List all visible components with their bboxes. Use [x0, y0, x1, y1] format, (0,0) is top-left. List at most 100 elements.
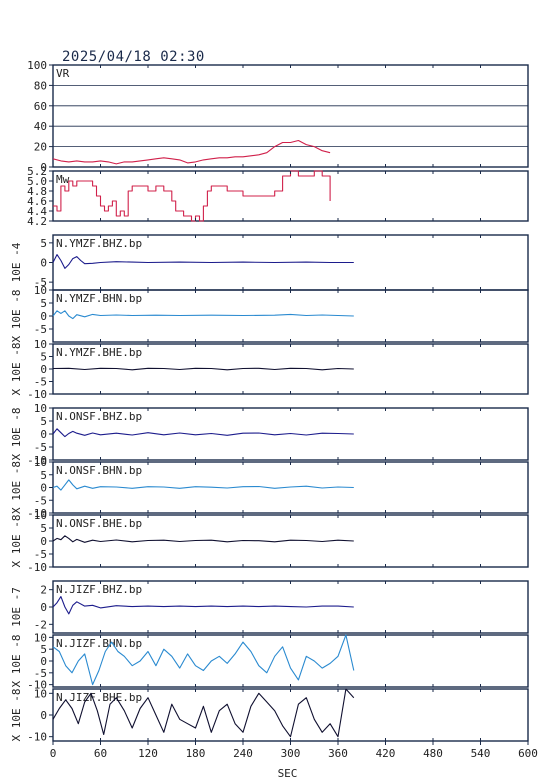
y-tick-label: 5.0 [27, 175, 47, 188]
y-tick-label: 0 [40, 161, 47, 174]
series-line-jizf-bhe [52, 688, 355, 738]
y-tick-label: 0 [40, 363, 47, 376]
panel-title: N.YMZF.BHE.bp [56, 346, 142, 359]
series-line-onsf-bhz [52, 428, 354, 438]
y-tick-label: 0 [40, 655, 47, 668]
panel-title: N.JIZF.BHN.bp [56, 637, 142, 650]
panel-vr: 0 20 40 60 80 100 VR [27, 59, 529, 174]
y-axis-label: X 10E -8 [10, 689, 23, 742]
y-tick-label: -10 [27, 679, 47, 692]
y-tick-label: 5 [40, 297, 47, 310]
figure-header: 2025/04/18 02:30 [62, 49, 205, 65]
panel-title: N.ONSF.BHE.bp [56, 517, 142, 530]
y-tick-label: -5 [34, 376, 47, 389]
y-tick-label: -10 [27, 388, 47, 401]
y-axis-label: 10E -4 [10, 242, 23, 282]
y-tick-label: 0 [40, 482, 47, 495]
y-tick-label: 5 [40, 415, 47, 428]
y-tick-label: -10 [27, 454, 47, 467]
y-tick-label: 5.2 [27, 165, 47, 178]
y-tick-label: 2 [40, 584, 47, 597]
y-tick-label: 10 [34, 456, 47, 469]
panel-title: N.YMZF.BHN.bp [56, 292, 142, 305]
x-axis-label: SEC [278, 767, 298, 780]
panel-title: N.ONSF.BHZ.bp [56, 410, 142, 423]
panel-jizf-bhe: -10 0 10 X 10E -8 N.JIZF.BHE.bp [10, 687, 529, 744]
y-tick-label: -5 [34, 323, 47, 336]
y-axis-label: 10E -7 [10, 587, 23, 627]
panel-title: Mw [56, 173, 70, 186]
series-line-ymzf-bhn [52, 310, 354, 320]
y-tick-label: -5 [34, 548, 47, 561]
y-tick-label: 5 [40, 643, 47, 656]
x-tick-label: 180 [186, 747, 206, 760]
y-tick-label: -5 [34, 276, 47, 289]
x-tick-label: 360 [328, 747, 348, 760]
y-tick-label: 5 [40, 469, 47, 482]
panel-title: N.JIZF.BHZ.bp [56, 583, 142, 596]
y-tick-label: 0 [40, 601, 47, 614]
series-line-vr [52, 139, 331, 165]
x-tick-label: 240 [233, 747, 253, 760]
series-line-onsf-bhe [52, 535, 354, 543]
y-tick-label: -10 [27, 731, 47, 744]
y-tick-label: 4.8 [27, 185, 47, 198]
y-tick-label: 5 [40, 237, 47, 250]
x-tick-label: 600 [518, 747, 538, 760]
series-line-mw [53, 170, 331, 222]
y-tick-label: 0 [40, 428, 47, 441]
x-tick-label: 0 [50, 747, 57, 760]
y-axis-label: X 10E -8 [10, 290, 23, 343]
y-tick-label: -2 [34, 618, 47, 631]
y-axis-label: X 10E -8 [10, 635, 23, 688]
y-tick-label: -5 [34, 494, 47, 507]
x-tick-label: 540 [471, 747, 491, 760]
panel-title: N.ONSF.BHN.bp [56, 464, 142, 477]
y-tick-label: -5 [34, 667, 47, 680]
y-tick-label: 4.4 [27, 205, 47, 218]
y-tick-label: 10 [34, 284, 47, 297]
series-line-ymzf-bhz [52, 254, 354, 269]
y-tick-label: 5 [40, 522, 47, 535]
y-tick-label: 10 [34, 402, 47, 415]
y-tick-label: 10 [34, 631, 47, 644]
y-tick-label: 0 [40, 257, 47, 270]
y-tick-label: 10 [34, 687, 47, 700]
x-tick-label: 480 [423, 747, 443, 760]
y-tick-label: 0 [40, 310, 47, 323]
y-tick-label: 80 [34, 79, 47, 92]
y-tick-label: 20 [34, 141, 47, 154]
panel-frame [52, 64, 529, 168]
y-tick-label: 0 [40, 535, 47, 548]
y-tick-label: 60 [34, 100, 47, 113]
y-axis-label: X 10E -8 [10, 515, 23, 568]
series-line-jizf-bhz [52, 596, 354, 615]
panel-ymzf-bhz: -5 0 5 10E -4 N.YMZF.BHZ.bp [10, 234, 529, 291]
series-line-ymzf-bhe [52, 367, 354, 371]
y-tick-label: -10 [27, 561, 47, 574]
y-axis-label: X 10E -8 [10, 408, 23, 461]
origin-datetime: 2025/04/18 02:30 [62, 49, 205, 65]
x-tick-label: 60 [94, 747, 107, 760]
y-tick-label: 100 [27, 59, 47, 72]
y-tick-label: 4.2 [27, 215, 47, 228]
y-axis-label: X 10E -8 [10, 343, 23, 396]
y-axis-label: X 10E -8 [10, 461, 23, 514]
y-tick-label: 40 [34, 120, 47, 133]
panel-title: VR [56, 67, 70, 80]
y-tick-label: -5 [34, 441, 47, 454]
series-line-jizf-bhn [52, 634, 355, 686]
x-tick-label: 420 [376, 747, 396, 760]
y-tick-label: 4.6 [27, 195, 47, 208]
panel-title: N.YMZF.BHZ.bp [56, 237, 142, 250]
x-tick-label: 120 [138, 747, 158, 760]
y-tick-label: -10 [27, 507, 47, 520]
series-line-onsf-bhn [52, 479, 354, 491]
